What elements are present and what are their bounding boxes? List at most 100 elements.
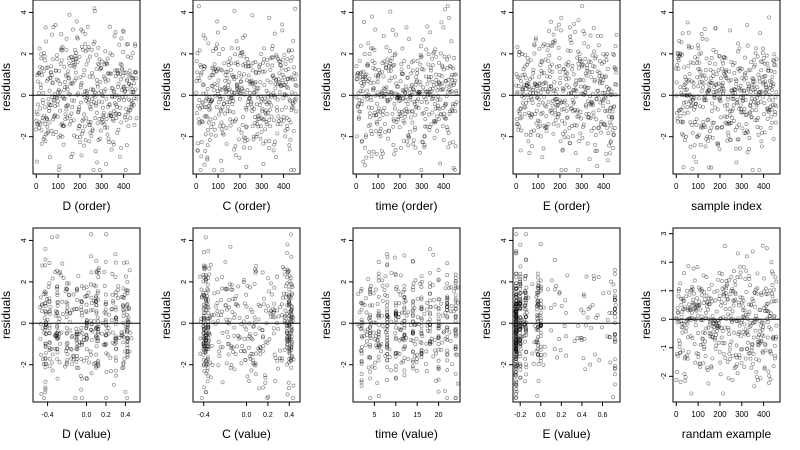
data-point [237, 155, 242, 160]
data-point [214, 46, 219, 51]
data-point [576, 114, 581, 119]
data-point [519, 128, 524, 133]
data-point [537, 81, 542, 86]
data-point [602, 90, 607, 95]
data-point [767, 92, 772, 97]
data-point [252, 282, 257, 287]
data-point [122, 356, 127, 361]
data-point [60, 134, 65, 139]
data-point [393, 74, 398, 79]
data-point [738, 146, 742, 151]
data-point [389, 76, 394, 81]
data-point [293, 6, 297, 11]
data-point [371, 330, 376, 335]
data-point [247, 146, 252, 151]
data-point [695, 296, 699, 301]
data-point [110, 86, 115, 91]
data-point [401, 72, 406, 77]
data-point [115, 85, 120, 89]
data-point [551, 32, 556, 37]
points [354, 4, 459, 172]
data-point [599, 130, 603, 135]
data-point [236, 284, 240, 289]
data-point [519, 79, 524, 84]
data-point [210, 84, 215, 88]
data-point [370, 105, 374, 110]
data-point [415, 78, 419, 83]
data-point [686, 30, 691, 35]
data-point [250, 68, 255, 73]
data-point [109, 147, 114, 152]
data-point [692, 107, 696, 112]
data-point [198, 336, 203, 341]
data-point [548, 84, 553, 89]
data-point [681, 165, 686, 170]
data-point [274, 78, 279, 83]
data-point [433, 337, 437, 342]
data-point [557, 80, 562, 85]
data-point [242, 336, 247, 341]
data-point [443, 116, 448, 121]
data-point [759, 68, 764, 73]
data-point [39, 56, 44, 61]
data-point [587, 59, 592, 64]
data-point [599, 61, 604, 66]
data-point [133, 69, 138, 74]
data-point [279, 66, 284, 71]
data-point [104, 328, 109, 333]
data-point [81, 117, 86, 122]
data-point [245, 57, 250, 61]
data-point [575, 108, 580, 113]
data-point [684, 77, 689, 82]
data-point [548, 306, 553, 310]
data-point [225, 109, 230, 114]
data-point [447, 141, 452, 146]
data-point [212, 62, 217, 67]
data-point [72, 133, 77, 138]
data-point [443, 388, 447, 393]
data-point [589, 75, 594, 80]
data-point [434, 114, 439, 119]
data-point [524, 132, 529, 137]
data-point [706, 381, 711, 386]
data-point [100, 331, 104, 336]
data-point [197, 48, 202, 53]
data-point [113, 290, 118, 295]
data-point [274, 105, 279, 110]
data-point [88, 106, 93, 111]
data-point [731, 63, 736, 67]
data-point [380, 323, 385, 328]
data-point [399, 67, 404, 72]
data-point [568, 34, 572, 39]
data-point [123, 274, 128, 279]
data-point [390, 56, 395, 60]
data-point [516, 84, 521, 88]
data-point [74, 326, 79, 331]
x-tick-label: 100 [371, 182, 385, 191]
data-point [251, 81, 256, 86]
data-point [261, 385, 266, 390]
x-tick-label: 400 [597, 182, 611, 191]
data-point [453, 293, 458, 298]
data-point [64, 84, 69, 89]
data-point [437, 106, 442, 111]
data-point [550, 69, 555, 74]
data-point [241, 319, 246, 324]
data-point [377, 131, 382, 136]
data-point [428, 30, 433, 35]
data-point [394, 96, 399, 101]
data-point [100, 59, 104, 64]
data-point [197, 98, 202, 102]
data-point [748, 356, 753, 361]
data-point [584, 111, 589, 116]
data-point [387, 64, 392, 69]
data-point [220, 131, 225, 136]
data-point [204, 96, 209, 101]
data-point [201, 67, 206, 71]
data-point [272, 285, 277, 290]
data-point [565, 71, 570, 76]
data-point [109, 114, 113, 118]
data-point [238, 79, 243, 84]
data-point [408, 323, 413, 328]
data-point [728, 291, 733, 296]
